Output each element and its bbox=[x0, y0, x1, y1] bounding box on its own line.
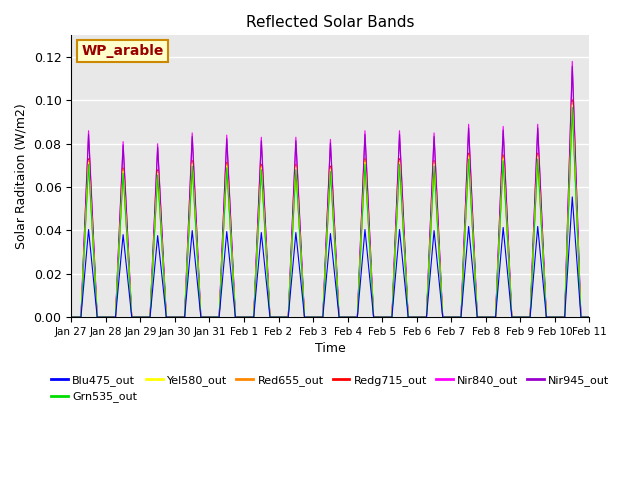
Redg715_out bbox=[575, 275, 583, 281]
Blu475_out bbox=[575, 293, 583, 299]
Red655_out bbox=[127, 291, 134, 297]
Redg715_out bbox=[127, 290, 134, 296]
Nir840_out bbox=[520, 314, 527, 320]
Y-axis label: Solar Raditaion (W/m2): Solar Raditaion (W/m2) bbox=[15, 103, 28, 249]
Nir840_out bbox=[575, 268, 583, 274]
Nir840_out bbox=[127, 286, 134, 292]
Nir945_out bbox=[67, 314, 75, 320]
Grn535_out bbox=[289, 234, 296, 240]
Line: Nir840_out: Nir840_out bbox=[71, 61, 589, 317]
Red655_out bbox=[289, 232, 296, 238]
Line: Grn535_out: Grn535_out bbox=[71, 108, 589, 317]
Blu475_out bbox=[568, 194, 576, 200]
Grn535_out bbox=[575, 276, 583, 282]
Line: Yel580_out: Yel580_out bbox=[71, 105, 589, 317]
Grn535_out bbox=[67, 314, 75, 320]
Yel580_out bbox=[67, 314, 75, 320]
Nir840_out bbox=[67, 314, 75, 320]
Nir840_out bbox=[586, 314, 593, 320]
Yel580_out bbox=[127, 291, 134, 297]
Redg715_out bbox=[520, 314, 527, 320]
Nir840_out bbox=[568, 59, 576, 64]
Nir945_out bbox=[575, 269, 583, 275]
Blu475_out bbox=[67, 314, 75, 320]
Yel580_out bbox=[520, 314, 527, 320]
Nir945_out bbox=[157, 212, 165, 218]
Red655_out bbox=[157, 227, 165, 233]
Nir840_out bbox=[266, 314, 274, 320]
Redg715_out bbox=[67, 314, 75, 320]
Nir945_out bbox=[127, 287, 134, 292]
X-axis label: Time: Time bbox=[315, 342, 346, 355]
Grn535_out bbox=[157, 229, 165, 235]
Yel580_out bbox=[568, 102, 576, 108]
Nir945_out bbox=[586, 314, 593, 320]
Legend: Blu475_out, Grn535_out, Yel580_out, Red655_out, Redg715_out, Nir840_out, Nir945_: Blu475_out, Grn535_out, Yel580_out, Red6… bbox=[47, 371, 614, 407]
Redg715_out bbox=[289, 231, 296, 237]
Yel580_out bbox=[586, 314, 593, 320]
Blu475_out bbox=[266, 314, 274, 320]
Nir945_out bbox=[568, 63, 576, 69]
Blu475_out bbox=[586, 314, 593, 320]
Red655_out bbox=[67, 314, 75, 320]
Grn535_out bbox=[266, 314, 274, 320]
Redg715_out bbox=[266, 314, 274, 320]
Yel580_out bbox=[266, 314, 274, 320]
Grn535_out bbox=[568, 105, 576, 110]
Blu475_out bbox=[157, 265, 165, 271]
Line: Red655_out: Red655_out bbox=[71, 102, 589, 317]
Nir945_out bbox=[266, 314, 274, 320]
Grn535_out bbox=[127, 291, 134, 297]
Line: Blu475_out: Blu475_out bbox=[71, 197, 589, 317]
Yel580_out bbox=[575, 276, 583, 282]
Yel580_out bbox=[157, 228, 165, 234]
Red655_out bbox=[520, 314, 527, 320]
Blu475_out bbox=[289, 268, 296, 274]
Red655_out bbox=[266, 314, 274, 320]
Line: Nir945_out: Nir945_out bbox=[71, 66, 589, 317]
Nir840_out bbox=[157, 210, 165, 216]
Grn535_out bbox=[586, 314, 593, 320]
Grn535_out bbox=[520, 314, 527, 320]
Redg715_out bbox=[568, 97, 576, 103]
Red655_out bbox=[575, 276, 583, 281]
Blu475_out bbox=[520, 314, 527, 320]
Line: Redg715_out: Redg715_out bbox=[71, 100, 589, 317]
Nir840_out bbox=[289, 216, 296, 222]
Redg715_out bbox=[586, 314, 593, 320]
Text: WP_arable: WP_arable bbox=[82, 44, 164, 58]
Red655_out bbox=[586, 314, 593, 320]
Red655_out bbox=[568, 99, 576, 105]
Nir945_out bbox=[289, 218, 296, 224]
Blu475_out bbox=[127, 301, 134, 307]
Redg715_out bbox=[157, 226, 165, 231]
Nir945_out bbox=[520, 314, 527, 320]
Yel580_out bbox=[289, 233, 296, 239]
Title: Reflected Solar Bands: Reflected Solar Bands bbox=[246, 15, 415, 30]
